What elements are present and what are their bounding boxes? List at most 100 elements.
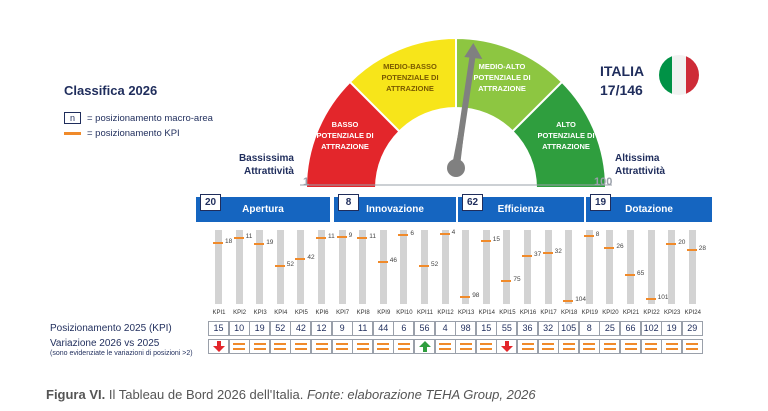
kpi-tick-24 xyxy=(686,248,697,251)
kpi-2025-position-22: 102 xyxy=(640,321,662,336)
kpi-name-9: KPI9 xyxy=(377,310,391,316)
kpi-value-21: 65 xyxy=(637,269,645,277)
kpi-variation-16 xyxy=(517,339,538,354)
kpi-bar-15 xyxy=(503,230,511,304)
high-label-line1: Altissima xyxy=(615,153,660,164)
low-label-line2: Attrattività xyxy=(243,166,294,177)
gauge-segment-4 xyxy=(511,80,608,189)
caption-figure: Figura VI. xyxy=(46,387,106,402)
kpi-bar-20 xyxy=(606,230,614,304)
kpi-2025-position-18: 105 xyxy=(558,321,580,336)
country-rank: 17/146 xyxy=(600,82,643,98)
kpi-value-14: 15 xyxy=(492,236,501,244)
kpi-tick-19 xyxy=(583,235,594,238)
gauge-needle-stem xyxy=(453,50,477,169)
kpi-variation-10 xyxy=(393,339,415,354)
kpi-name-16: KPI16 xyxy=(519,310,537,316)
kpi-2025-position-21: 66 xyxy=(620,321,641,336)
kpi-value-18: 104 xyxy=(575,295,587,303)
kpi-name-23: KPI23 xyxy=(664,310,681,316)
no-change-icon xyxy=(542,343,555,350)
figure-caption: Figura VI. Il Tableau de Bord 2026 dell'… xyxy=(46,387,536,402)
kpi-name-4: KPI4 xyxy=(274,310,288,316)
kpi-tick-4 xyxy=(274,264,285,267)
scale-min: 1 xyxy=(303,176,310,188)
kpi-2025-position-1: 15 xyxy=(208,321,229,336)
legend-box-symbol: n xyxy=(64,112,81,124)
arrow-down-icon xyxy=(500,341,513,352)
kpi-2025-position-9: 44 xyxy=(372,321,394,336)
variation-row-label: Variazione 2026 vs 2025 xyxy=(50,338,160,349)
kpi-2025-position-11: 56 xyxy=(414,321,435,336)
kpi-value-6: 11 xyxy=(328,233,335,241)
kpi-bar-17 xyxy=(544,230,552,304)
no-change-icon xyxy=(459,343,472,350)
kpi-2025-position-6: 12 xyxy=(311,321,332,336)
kpi-variation-22 xyxy=(640,339,662,354)
caption-source: Fonte: elaborazione TEHA Group, 2026 xyxy=(306,387,536,402)
gauge-segment-1-label: BASSO xyxy=(332,120,359,129)
kpi-name-22: KPI22 xyxy=(643,310,660,316)
kpi-bar-3 xyxy=(256,230,264,304)
kpi-name-14: KPI14 xyxy=(478,310,495,316)
kpi-variation-23 xyxy=(661,339,683,354)
kpi-variation-3 xyxy=(249,339,271,354)
kpi-name-5: KPI5 xyxy=(294,310,308,316)
area-rank-3: 62 xyxy=(462,194,483,211)
kpi-tick-5 xyxy=(295,258,306,261)
kpi-name-8: KPI8 xyxy=(356,310,370,316)
no-change-icon xyxy=(562,343,575,350)
kpi-value-24: 28 xyxy=(698,244,707,252)
gauge-segment-2-label: ATTRAZIONE xyxy=(386,84,434,93)
kpi-2025-position-15: 55 xyxy=(496,321,518,336)
kpi-tick-1 xyxy=(213,242,223,245)
no-change-icon xyxy=(645,343,658,350)
legend-macro-area: n = posizionamento macro-area xyxy=(64,112,213,124)
kpi-value-8: 11 xyxy=(369,233,376,241)
kpi-bar-2 xyxy=(235,230,243,304)
kpi-bar-10 xyxy=(400,230,408,304)
kpi-2025-position-10: 6 xyxy=(393,321,415,336)
kpi-variation-21 xyxy=(620,339,641,354)
kpi-name-2: KPI2 xyxy=(233,310,247,316)
arrow-up-icon xyxy=(418,341,431,352)
flag-white xyxy=(672,55,686,95)
no-change-icon xyxy=(356,343,369,350)
kpi-value-10: 6 xyxy=(410,230,415,238)
high-attractiveness-label: Altissima Attrattività xyxy=(615,152,665,178)
kpi-value-2: 11 xyxy=(245,233,253,241)
no-change-icon xyxy=(253,343,266,350)
kpi-tick-6 xyxy=(316,237,326,240)
kpi-tick-23 xyxy=(666,243,677,246)
gauge-segment-2-label: MEDIO-BASSO xyxy=(383,62,437,71)
kpi-2025-position-5: 42 xyxy=(290,321,312,336)
kpi-tick-14 xyxy=(480,240,491,243)
kpi-2025-position-12: 4 xyxy=(434,321,456,336)
kpi-2025-position-3: 19 xyxy=(249,321,271,336)
kpi-tick-3 xyxy=(254,242,265,245)
no-change-icon xyxy=(294,343,307,350)
country-name: ITALIA xyxy=(600,63,645,79)
kpi-name-15: KPI15 xyxy=(499,310,516,316)
kpi-bar-22 xyxy=(647,230,655,304)
variation-row-note: (sono evidenziate le variazioni di posiz… xyxy=(50,350,193,357)
kpi-tick-16 xyxy=(522,254,532,257)
kpi-bar-8 xyxy=(359,230,367,304)
kpi-2025-position-8: 11 xyxy=(352,321,374,336)
kpi-variation-17 xyxy=(537,339,559,354)
kpi-name-19: KPI19 xyxy=(581,310,598,316)
kpi-bar-24 xyxy=(688,230,696,304)
area-rank-4: 19 xyxy=(590,194,611,211)
kpi-variation-4 xyxy=(269,339,291,354)
kpi-bar-23 xyxy=(668,230,676,304)
kpi-name-24: KPI24 xyxy=(684,310,701,316)
gauge-segment-1-label: POTENZIALE DI xyxy=(316,131,373,140)
kpi-tick-9 xyxy=(377,260,388,263)
kpi-value-16: 37 xyxy=(534,250,542,258)
kpi-2025-position-13: 98 xyxy=(455,321,477,336)
kpi-2025-position-19: 8 xyxy=(578,321,600,336)
kpi-value-9: 46 xyxy=(389,256,398,264)
kpi-value-11: 52 xyxy=(431,260,439,268)
kpi-value-7: 9 xyxy=(348,232,353,240)
